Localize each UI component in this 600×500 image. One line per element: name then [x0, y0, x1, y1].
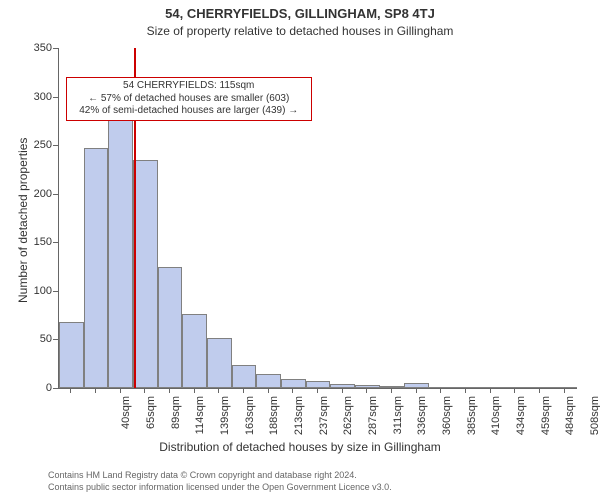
xtick-label: 336sqm — [416, 396, 428, 442]
histogram-bar — [404, 383, 429, 388]
annotation-box: 54 CHERRYFIELDS: 115sqm← 57% of detached… — [66, 77, 312, 121]
y-axis-label: Number of detached properties — [16, 138, 30, 303]
xtick-label: 360sqm — [441, 396, 453, 442]
attribution-line: Contains HM Land Registry data © Crown c… — [48, 470, 392, 482]
xtick-label: 262sqm — [342, 396, 354, 442]
xtick-label: 434sqm — [515, 396, 527, 442]
histogram-bar — [306, 381, 331, 388]
xtick-label: 459sqm — [540, 396, 552, 442]
histogram-bar — [503, 387, 528, 388]
xtick-label: 89sqm — [170, 396, 182, 442]
xtick-label: 311sqm — [392, 396, 404, 442]
histogram-bar — [158, 267, 183, 388]
ytick-mark — [53, 97, 58, 98]
chart-supertitle: 54, CHERRYFIELDS, GILLINGHAM, SP8 4TJ — [0, 6, 600, 21]
histogram-bar — [552, 387, 577, 388]
xtick-label: 484sqm — [564, 396, 576, 442]
histogram-bar — [84, 148, 109, 388]
ytick-mark — [53, 145, 58, 146]
xtick-mark — [490, 388, 491, 393]
annotation-line: ← 57% of detached houses are smaller (60… — [71, 93, 307, 106]
xtick-mark — [440, 388, 441, 393]
xtick-mark — [564, 388, 565, 393]
xtick-mark — [218, 388, 219, 393]
histogram-bar — [133, 160, 158, 388]
xtick-mark — [120, 388, 121, 393]
ytick-label: 0 — [0, 382, 52, 394]
xtick-label: 114sqm — [194, 396, 206, 442]
ytick-label: 50 — [0, 333, 52, 345]
xtick-mark — [95, 388, 96, 393]
xtick-label: 65sqm — [145, 396, 157, 442]
xtick-label: 410sqm — [490, 396, 502, 442]
xtick-mark — [268, 388, 269, 393]
ytick-mark — [53, 388, 58, 389]
xtick-label: 237sqm — [318, 396, 330, 442]
xtick-mark — [317, 388, 318, 393]
histogram-bar — [256, 374, 281, 388]
ytick-label: 350 — [0, 42, 52, 54]
xtick-mark — [539, 388, 540, 393]
ytick-mark — [53, 339, 58, 340]
histogram-bar — [108, 109, 133, 388]
xtick-label: 188sqm — [268, 396, 280, 442]
attribution: Contains HM Land Registry data © Crown c… — [48, 470, 392, 493]
xtick-label: 385sqm — [466, 396, 478, 442]
ytick-mark — [53, 48, 58, 49]
histogram-bar — [281, 379, 306, 388]
ytick-mark — [53, 291, 58, 292]
xtick-mark — [366, 388, 367, 393]
xtick-label: 163sqm — [244, 396, 256, 442]
xtick-mark — [243, 388, 244, 393]
xtick-mark — [391, 388, 392, 393]
xtick-mark — [514, 388, 515, 393]
xtick-mark — [416, 388, 417, 393]
ytick-mark — [53, 242, 58, 243]
annotation-line: 42% of semi-detached houses are larger (… — [71, 105, 307, 118]
xtick-label: 40sqm — [120, 396, 132, 442]
xtick-mark — [342, 388, 343, 393]
histogram-bar — [330, 384, 355, 388]
annotation-line: 54 CHERRYFIELDS: 115sqm — [71, 80, 307, 93]
histogram-bar — [182, 314, 207, 388]
xtick-mark — [169, 388, 170, 393]
xtick-label: 508sqm — [589, 396, 600, 442]
xtick-mark — [292, 388, 293, 393]
x-axis-label: Distribution of detached houses by size … — [0, 440, 600, 454]
xtick-mark — [144, 388, 145, 393]
ytick-mark — [53, 194, 58, 195]
xtick-label: 213sqm — [293, 396, 305, 442]
chart-subtitle: Size of property relative to detached ho… — [0, 24, 600, 38]
ytick-label: 300 — [0, 91, 52, 103]
xtick-mark — [465, 388, 466, 393]
histogram-bar — [478, 387, 503, 388]
xtick-mark — [70, 388, 71, 393]
xtick-label: 287sqm — [367, 396, 379, 442]
attribution-line: Contains public sector information licen… — [48, 482, 392, 494]
histogram-bar — [429, 387, 454, 388]
xtick-label: 139sqm — [219, 396, 231, 442]
histogram-bar — [59, 322, 84, 388]
histogram-bar — [355, 385, 380, 388]
xtick-mark — [194, 388, 195, 393]
histogram-bar — [207, 338, 232, 389]
histogram-bar — [232, 365, 257, 388]
